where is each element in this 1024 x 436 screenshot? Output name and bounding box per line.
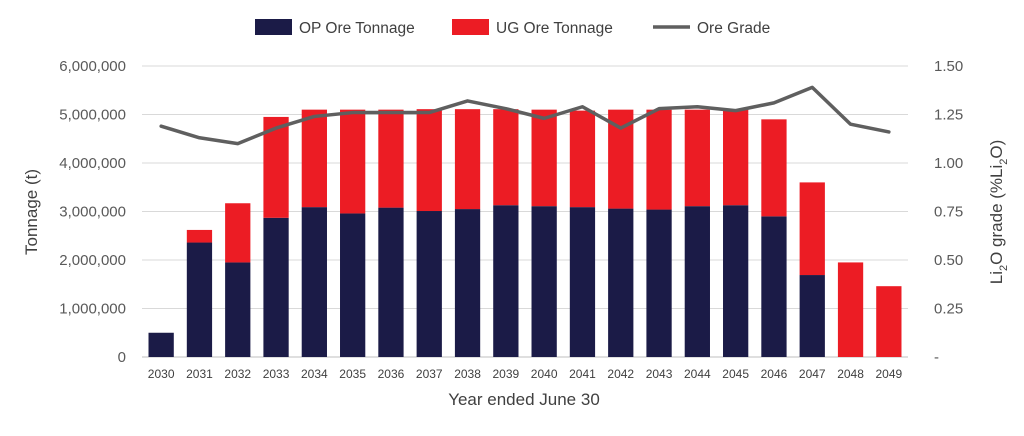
x-axis: 2030 2031 2032 2033 2034 2035 2036 2037 2038 2039…	[148, 367, 903, 381]
x-tick-label: 2034	[301, 367, 328, 381]
ug-bar-2045	[723, 109, 749, 206]
gridlines	[142, 65, 908, 358]
x-tick-label: 2040	[531, 367, 558, 381]
x-tick-label: 2046	[761, 367, 788, 381]
legend: OP Ore Tonnage UG Ore Tonnage Ore Grade	[255, 19, 770, 37]
y-right-tick-label: 0.50	[934, 252, 963, 269]
op-bar-2030	[148, 332, 174, 357]
y-left-tick-label: 5,000,000	[59, 107, 126, 124]
ug-bar-2044	[684, 109, 710, 207]
ug-bar-2047	[799, 182, 825, 276]
ug-bar-2032	[225, 203, 251, 263]
ug-bar-2038	[454, 109, 481, 210]
y-right-tick-label: 1.00	[934, 155, 963, 172]
ug-bar-2039	[493, 109, 519, 206]
ug-bar-2041	[569, 110, 596, 208]
op-bar-2040	[531, 206, 557, 357]
y-left-tick-label: 6,000,000	[59, 58, 126, 75]
x-tick-label: 2031	[186, 367, 213, 381]
legend-label: OP Ore Tonnage	[299, 20, 415, 37]
ore-grade-line	[159, 85, 891, 146]
bar-series	[148, 109, 902, 357]
y-axis-left: 0 1,000,000 2,000,000 3,000,000 4,000,000 5,0…	[59, 58, 126, 366]
x-tick-label: 2042	[607, 367, 634, 381]
ug-bar-2040	[531, 109, 557, 207]
op-bar-2039	[493, 205, 519, 357]
y-left-tick-label: 4,000,000	[59, 155, 126, 172]
y-axis-right: - 0.25 0.50 0.75 1.00 1.25 1.50	[934, 58, 963, 366]
legend-label: UG Ore Tonnage	[496, 20, 613, 37]
legend-label: Ore Grade	[697, 20, 770, 37]
x-tick-label: 2030	[148, 367, 175, 381]
ug-bar-2043	[646, 109, 672, 210]
x-tick-label: 2041	[569, 367, 596, 381]
ug-bar-2034	[301, 109, 327, 208]
x-tick-label: 2044	[684, 367, 711, 381]
x-tick-label: 2048	[837, 367, 864, 381]
ug-bar-2048	[837, 262, 864, 357]
x-tick-label: 2033	[263, 367, 290, 381]
grade-line-series	[159, 85, 891, 146]
op-bar-2046	[761, 216, 787, 357]
op-bar-2037	[416, 211, 442, 357]
ug-bar-2036	[378, 109, 404, 208]
ug-bar-2049	[876, 286, 902, 357]
op-bar-2036	[378, 207, 404, 357]
x-tick-label: 2049	[875, 367, 902, 381]
op-bar-2045	[723, 205, 749, 357]
op-bar-2042	[608, 208, 634, 357]
x-axis-title: Year ended June 30	[448, 390, 600, 409]
x-tick-label: 2035	[339, 367, 366, 381]
ug-bar-2046	[761, 119, 787, 217]
y-axis-left-title: Tonnage (t)	[22, 169, 41, 255]
op-bar-2041	[569, 207, 596, 357]
y-right-tick-label: 1.50	[934, 58, 963, 75]
ug-bar-2033	[263, 116, 289, 218]
y-right-tick-label: 0.25	[934, 301, 963, 318]
y-left-tick-label: 0	[118, 349, 126, 366]
x-tick-label: 2039	[492, 367, 519, 381]
ug-bar-2031	[186, 229, 213, 243]
op-bar-2031	[186, 242, 213, 357]
x-tick-label: 2037	[416, 367, 443, 381]
x-tick-label: 2047	[799, 367, 826, 381]
legend-swatch	[255, 19, 292, 35]
x-tick-label: 2043	[646, 367, 673, 381]
x-tick-label: 2045	[722, 367, 749, 381]
x-tick-label: 2036	[378, 367, 405, 381]
op-bar-2032	[225, 262, 251, 357]
x-tick-label: 2038	[454, 367, 481, 381]
ug-bar-2035	[340, 109, 366, 214]
y-right-tick-label: 1.25	[934, 107, 963, 124]
y-right-tick-label: 0.75	[934, 204, 963, 221]
op-bar-2047	[799, 275, 825, 357]
op-bar-2038	[454, 209, 481, 357]
x-tick-label: 2032	[224, 367, 251, 381]
ug-bar-2037	[416, 109, 442, 212]
op-bar-2033	[263, 217, 289, 357]
y-axis-right-title: Li2O grade (%Li2O)	[987, 140, 1010, 285]
y-right-tick-label: -	[934, 349, 939, 366]
op-bar-2035	[340, 213, 366, 357]
y-left-tick-label: 3,000,000	[59, 204, 126, 221]
y-left-tick-label: 1,000,000	[59, 301, 126, 318]
legend-swatch	[452, 19, 489, 35]
op-bar-2034	[301, 207, 327, 357]
op-bar-2043	[646, 209, 672, 357]
op-bar-2044	[684, 206, 710, 357]
y-left-tick-label: 2,000,000	[59, 252, 126, 269]
